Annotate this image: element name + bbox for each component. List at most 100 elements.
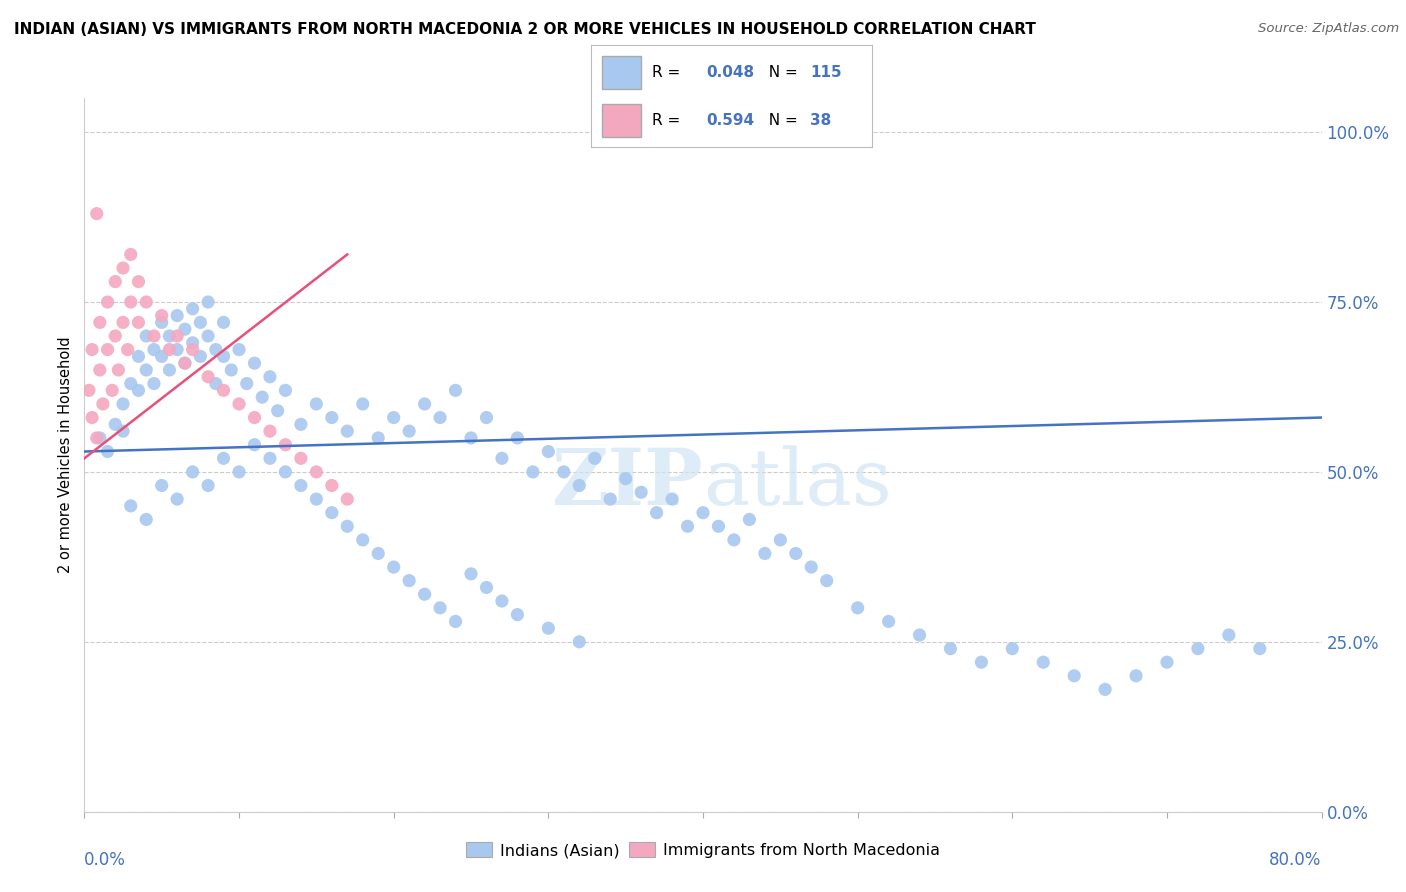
Point <box>537 621 560 635</box>
Point <box>143 329 166 343</box>
Point <box>120 499 142 513</box>
Point <box>91 397 114 411</box>
Point <box>491 451 513 466</box>
Point <box>583 451 606 466</box>
Point <box>212 350 235 364</box>
Point <box>846 600 869 615</box>
Point <box>506 431 529 445</box>
Point <box>939 641 962 656</box>
Point <box>104 417 127 432</box>
Point <box>86 207 108 221</box>
Point <box>181 301 204 316</box>
Point <box>181 343 204 357</box>
Text: R =: R = <box>652 65 686 79</box>
Point <box>553 465 575 479</box>
Point <box>150 350 173 364</box>
Point <box>738 512 761 526</box>
Point <box>614 472 637 486</box>
Point <box>274 384 297 398</box>
Point <box>259 451 281 466</box>
Point <box>181 335 204 350</box>
Point <box>1032 655 1054 669</box>
Point <box>259 424 281 438</box>
Point <box>212 384 235 398</box>
Point <box>274 465 297 479</box>
Point <box>159 343 181 357</box>
Point <box>197 478 219 492</box>
Point <box>1001 641 1024 656</box>
Text: R =: R = <box>652 113 686 128</box>
Point <box>86 431 108 445</box>
Y-axis label: 2 or more Vehicles in Household: 2 or more Vehicles in Household <box>58 336 73 574</box>
Text: atlas: atlas <box>703 446 891 521</box>
Point <box>908 628 931 642</box>
Point <box>135 329 157 343</box>
Text: N =: N = <box>759 113 803 128</box>
Point <box>120 295 142 310</box>
Point <box>877 615 900 629</box>
Point <box>645 506 668 520</box>
Point <box>243 356 266 370</box>
Point <box>429 410 451 425</box>
Point <box>413 587 436 601</box>
Point <box>112 260 135 275</box>
Point <box>128 384 150 398</box>
Point <box>128 350 150 364</box>
Point <box>252 390 274 404</box>
Point <box>367 546 389 560</box>
Point <box>305 465 328 479</box>
Text: 80.0%: 80.0% <box>1270 851 1322 869</box>
Point <box>537 444 560 458</box>
Text: 0.594: 0.594 <box>706 113 754 128</box>
Point <box>82 343 104 357</box>
Point <box>290 451 312 466</box>
Point <box>104 329 127 343</box>
Point <box>135 363 157 377</box>
Point <box>460 566 482 581</box>
Point <box>475 410 498 425</box>
Point <box>221 363 243 377</box>
Point <box>475 581 498 595</box>
Point <box>212 451 235 466</box>
Point <box>104 275 127 289</box>
Point <box>150 315 173 329</box>
Point <box>398 424 420 438</box>
Point <box>259 369 281 384</box>
Point <box>707 519 730 533</box>
Point <box>336 519 359 533</box>
Point <box>491 594 513 608</box>
Text: ZIP: ZIP <box>551 445 703 522</box>
Point <box>212 315 235 329</box>
Point <box>1125 669 1147 683</box>
Point <box>236 376 259 391</box>
Text: 115: 115 <box>810 65 841 79</box>
Text: 0.0%: 0.0% <box>84 851 127 869</box>
Point <box>630 485 652 500</box>
Point <box>1218 628 1240 642</box>
Point <box>197 329 219 343</box>
FancyBboxPatch shape <box>602 104 641 137</box>
Point <box>228 343 250 357</box>
Text: Source: ZipAtlas.com: Source: ZipAtlas.com <box>1258 22 1399 36</box>
Point <box>661 492 683 507</box>
Text: INDIAN (ASIAN) VS IMMIGRANTS FROM NORTH MACEDONIA 2 OR MORE VEHICLES IN HOUSEHOL: INDIAN (ASIAN) VS IMMIGRANTS FROM NORTH … <box>14 22 1036 37</box>
Point <box>413 397 436 411</box>
Point <box>166 329 188 343</box>
Point <box>305 397 328 411</box>
Point <box>1249 641 1271 656</box>
Point <box>1094 682 1116 697</box>
Point <box>754 546 776 560</box>
Point <box>97 444 120 458</box>
Point <box>120 376 142 391</box>
Point <box>197 295 219 310</box>
Point <box>336 492 359 507</box>
Point <box>112 315 135 329</box>
Point <box>89 315 111 329</box>
Point <box>274 438 297 452</box>
Point <box>89 363 111 377</box>
Point <box>800 560 823 574</box>
Point <box>321 410 343 425</box>
Point <box>568 635 591 649</box>
Point <box>174 322 197 336</box>
Point <box>228 397 250 411</box>
